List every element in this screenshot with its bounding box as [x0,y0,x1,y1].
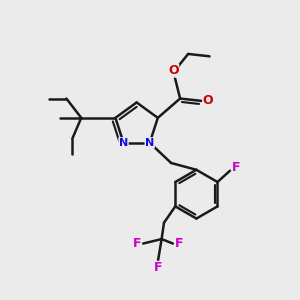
Text: O: O [203,94,213,107]
Text: F: F [175,237,184,250]
Text: O: O [168,64,178,77]
Text: N: N [119,138,128,148]
Text: N: N [145,138,154,148]
Text: F: F [232,161,241,174]
Text: F: F [154,261,162,274]
Text: F: F [132,237,141,250]
